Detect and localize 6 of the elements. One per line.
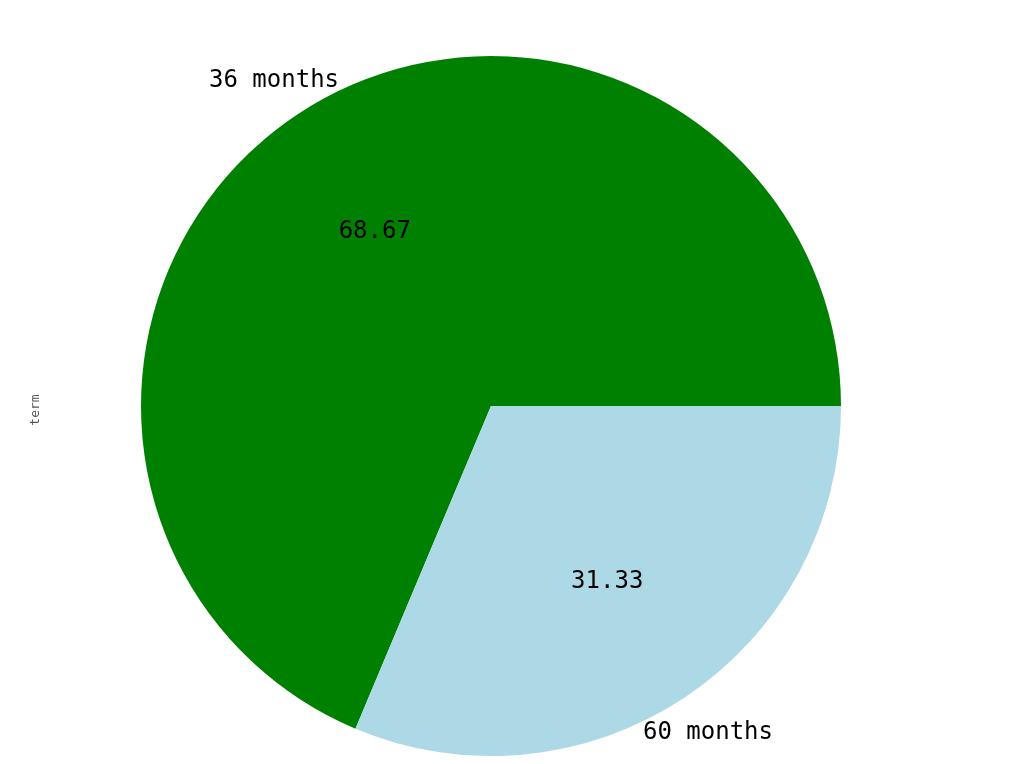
slice-label: 60 months xyxy=(642,717,773,746)
pie-slice xyxy=(355,406,841,756)
data-label: 31.33 xyxy=(571,565,644,594)
slice-label: 36 months xyxy=(209,64,340,93)
data-label: 68.67 xyxy=(338,216,411,245)
text: term xyxy=(27,394,42,426)
